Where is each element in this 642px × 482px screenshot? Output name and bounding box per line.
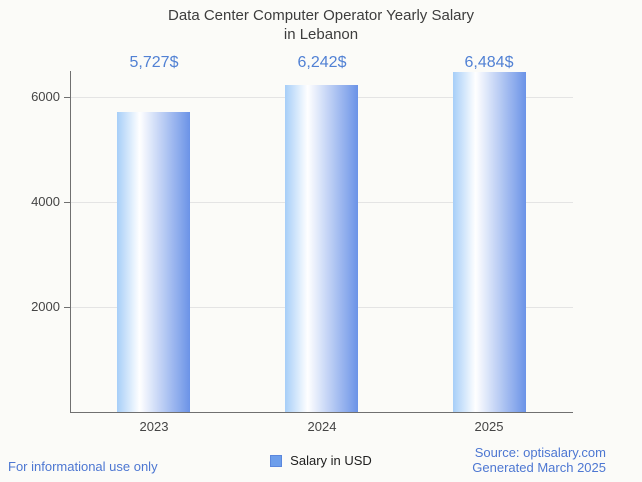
y-axis-label: 4000 [31,194,60,209]
y-axis-tick [64,97,70,98]
chart-title: Data Center Computer Operator Yearly Sal… [0,6,642,44]
x-axis-label: 2023 [139,419,169,434]
bar-value-label: 5,727$ [129,54,179,71]
footer-source: Source: optisalary.com Generated March 2… [472,445,606,475]
footer-generated-line: Generated March 2025 [472,460,606,475]
x-axis-label: 2025 [474,419,504,434]
legend-swatch-icon [270,454,283,467]
y-axis-label: 6000 [31,89,60,104]
legend: Salary in USD [0,453,642,468]
chart-title-line2: in Lebanon [283,26,359,43]
y-axis-tick [64,202,70,203]
y-axis-tick [64,307,70,308]
x-axis-line [70,412,573,413]
legend-label: Salary in USD [290,453,372,468]
bar-value-label: 6,484$ [464,54,514,71]
bar[interactable] [453,72,526,412]
bar-value-label: 6,242$ [297,54,347,71]
y-axis-label: 2000 [31,299,60,314]
x-axis-label: 2024 [307,419,337,434]
y-axis-line [70,71,71,412]
bar[interactable] [285,85,358,412]
bar[interactable] [117,112,190,412]
footer-disclaimer: For informational use only [8,459,158,474]
footer-source-line: Source: optisalary.com [474,445,606,460]
chart-title-line1: Data Center Computer Operator Yearly Sal… [168,7,474,24]
